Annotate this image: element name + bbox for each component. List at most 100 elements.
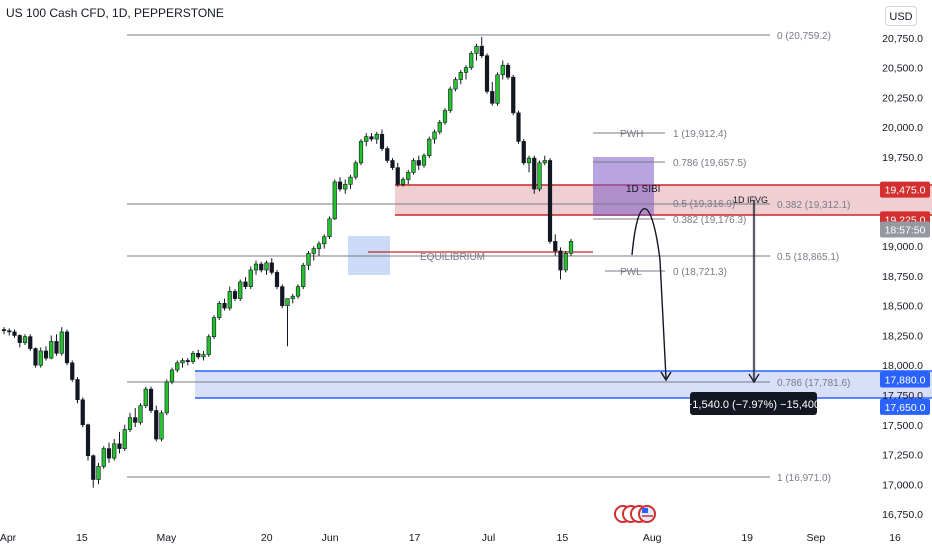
candle: [112, 439, 117, 461]
candle: [159, 410, 164, 442]
candle: [400, 177, 406, 187]
candle: [238, 279, 243, 301]
y-tick-label: 18,500.0: [882, 301, 923, 313]
candle-body-down: [547, 160, 553, 242]
candle: [7, 328, 12, 336]
candle-body-down: [337, 181, 343, 190]
candle-body-up: [253, 263, 259, 271]
candle-body-up: [322, 236, 327, 245]
candle-body-down: [516, 112, 521, 142]
candle-body-up: [22, 336, 28, 343]
y-tick-label: 17,250.0: [882, 450, 923, 462]
candle: [285, 298, 290, 347]
candle-body-up: [474, 45, 479, 54]
candle-body-down: [85, 424, 91, 457]
projection-arrowhead: [660, 371, 672, 382]
candle-body-up: [217, 303, 222, 318]
price-tag-bg: [880, 181, 930, 198]
candle: [17, 334, 22, 348]
projection-path: [631, 208, 667, 379]
x-tick-label: 15: [557, 532, 569, 544]
candle-body-up: [353, 162, 358, 178]
candle-body-down: [148, 388, 154, 411]
level-label-0382-right: 0.382 (19,312.1): [777, 200, 850, 211]
candle-body-up: [301, 264, 306, 287]
candle-body-up: [127, 417, 133, 430]
candle: [138, 403, 143, 425]
candle-body-up: [469, 53, 474, 68]
candle: [201, 350, 206, 361]
x-tick-label: Apr: [0, 532, 17, 544]
candle-body-down: [521, 141, 526, 164]
candle: [269, 258, 274, 275]
ifvg-label: 1D IFVG: [733, 195, 768, 205]
candle: [442, 108, 448, 125]
candle-body-up: [500, 64, 505, 76]
candle: [85, 423, 91, 461]
candle: [164, 379, 169, 416]
event-markers[interactable]: [614, 505, 656, 523]
candle-body-up: [463, 67, 469, 73]
us-flag-canton-icon: [642, 508, 648, 513]
sibi-zone: [395, 185, 932, 215]
candle-body-down: [479, 45, 484, 57]
candle-body-up: [143, 388, 148, 407]
candle: [532, 155, 537, 194]
candle-body-up: [285, 298, 290, 307]
y-tick-label: 17,500.0: [882, 420, 923, 432]
candle: [33, 347, 38, 368]
candle-body-up: [164, 381, 169, 414]
candle: [337, 177, 343, 192]
candle: [264, 260, 269, 275]
price-axis[interactable]: 16,750.017,000.017,250.017,500.017,750.0…: [882, 33, 923, 521]
candle: [301, 262, 306, 290]
price-tag-label: 18:57:50: [885, 225, 926, 237]
candle-body-up: [49, 341, 54, 359]
candle-body-down: [222, 303, 227, 309]
candle: [306, 250, 311, 270]
candle-body-down: [490, 91, 495, 104]
candle: [374, 131, 379, 144]
candle: [369, 133, 374, 142]
candle-body-down: [511, 76, 516, 114]
x-tick-label: Jun: [322, 532, 339, 544]
candle: [253, 260, 259, 275]
candle: [311, 246, 316, 261]
candle-body-down: [185, 360, 190, 362]
candle-body-up: [101, 448, 106, 467]
level-label-0382-upper: 0.382 (19,176.3): [673, 215, 746, 226]
y-tick-label: 18,750.0: [882, 271, 923, 283]
candle-body-up: [201, 354, 206, 358]
candle-body-down: [532, 157, 537, 190]
candle: [80, 397, 85, 428]
candle: [521, 139, 526, 166]
currency-button[interactable]: USD: [885, 6, 917, 26]
candle-body-up: [437, 122, 442, 133]
candle-body-down: [558, 250, 563, 271]
candle-body-up: [169, 369, 175, 383]
candle-body-up: [427, 138, 432, 157]
candle-body-up: [122, 429, 127, 449]
y-tick-label: 19,000.0: [882, 241, 923, 253]
x-tick-label: Sep: [806, 532, 825, 544]
time-axis[interactable]: Apr 15 May 20 Jun 17 Jul 15 Aug 19 Sep 16: [0, 532, 901, 544]
y-tick-label: 18,000.0: [882, 360, 923, 372]
x-tick-label: 17: [409, 532, 421, 544]
candle: [511, 74, 516, 116]
candle-body-up: [248, 269, 253, 287]
candle-body-down: [274, 272, 280, 287]
candle-body-up: [537, 162, 542, 190]
candle: [547, 158, 553, 244]
candle-body-down: [505, 64, 511, 78]
candle-body-down: [91, 455, 96, 480]
candle-body-down: [64, 331, 70, 364]
candle: [453, 77, 458, 92]
candle-body-up: [316, 243, 322, 249]
candle: [364, 133, 369, 147]
candle: [505, 62, 511, 80]
candle: [143, 386, 148, 409]
candle: [70, 360, 75, 382]
candle: [49, 335, 54, 360]
candle: [353, 160, 358, 180]
